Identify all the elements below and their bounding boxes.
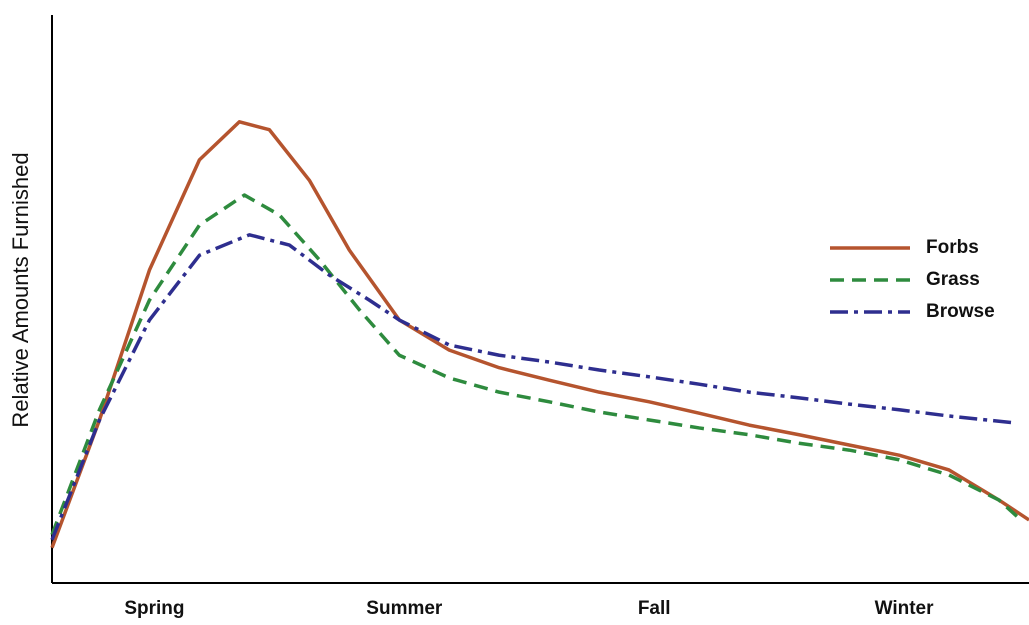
x-tick-label: Fall (638, 598, 671, 619)
x-tick-label: Winter (875, 598, 935, 619)
legend-label: Forbs (926, 237, 979, 258)
line-series (50, 233, 1015, 541)
y-axis-label: Relative Amounts Furnished (8, 152, 33, 427)
legend-label: Grass (926, 269, 980, 290)
x-tick-label: Spring (124, 598, 184, 619)
x-tick-label: Summer (366, 598, 443, 619)
legend-label: Browse (926, 301, 995, 322)
line-series (50, 193, 1021, 536)
line-series (50, 120, 1029, 549)
